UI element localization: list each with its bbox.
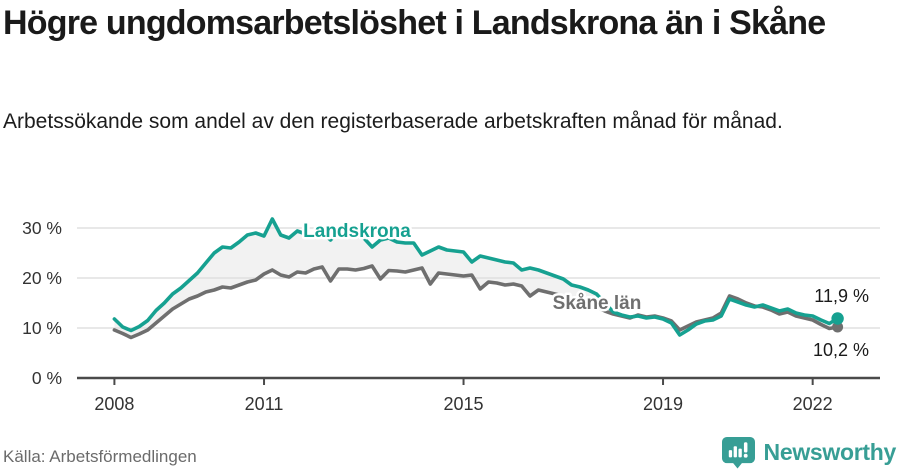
- y-tick-label: 20 %: [22, 268, 62, 288]
- brand-name: Newsworthy: [763, 439, 897, 465]
- brand-logo: Newsworthy: [721, 436, 896, 469]
- x-tick-label: 2011: [245, 394, 284, 414]
- end-value-label-skane: 10,2 %: [813, 340, 869, 360]
- y-tick-label: 30 %: [22, 218, 62, 238]
- page-title: Högre ungdomsarbetslöshet i Landskrona ä…: [3, 4, 826, 42]
- landskrona-line: [112, 217, 840, 337]
- chart-area: 0 % 10 % 20 % 30 % 2008 2011 2015 2019 2022 Lands…: [0, 192, 900, 424]
- x-tick-label: 2015: [444, 394, 484, 414]
- skane-line: [112, 264, 840, 340]
- series-label-landskrona: Landskrona: [303, 221, 411, 242]
- source-note: Källa: Arbetsförmedlingen: [3, 447, 197, 466]
- skane-end-dot: [832, 321, 844, 333]
- y-tick-label: 10 %: [22, 318, 62, 338]
- landskrona-end-dot: [831, 312, 844, 325]
- chart-svg: 0 % 10 % 20 % 30 % 2008 2011 2015 2019 2022 Lands…: [22, 217, 880, 414]
- x-tick-label: 2022: [793, 394, 833, 414]
- series-label-skane: Skåne län: [553, 293, 642, 314]
- y-tick-label: 0 %: [32, 368, 62, 388]
- x-tick-label: 2008: [94, 394, 134, 414]
- chart-subtitle: Arbetssökande som andel av den registerb…: [3, 110, 783, 133]
- newsworthy-icon: [721, 436, 755, 469]
- end-value-label-landskrona: 11,9 %: [814, 286, 869, 306]
- x-tick-label: 2019: [643, 394, 683, 414]
